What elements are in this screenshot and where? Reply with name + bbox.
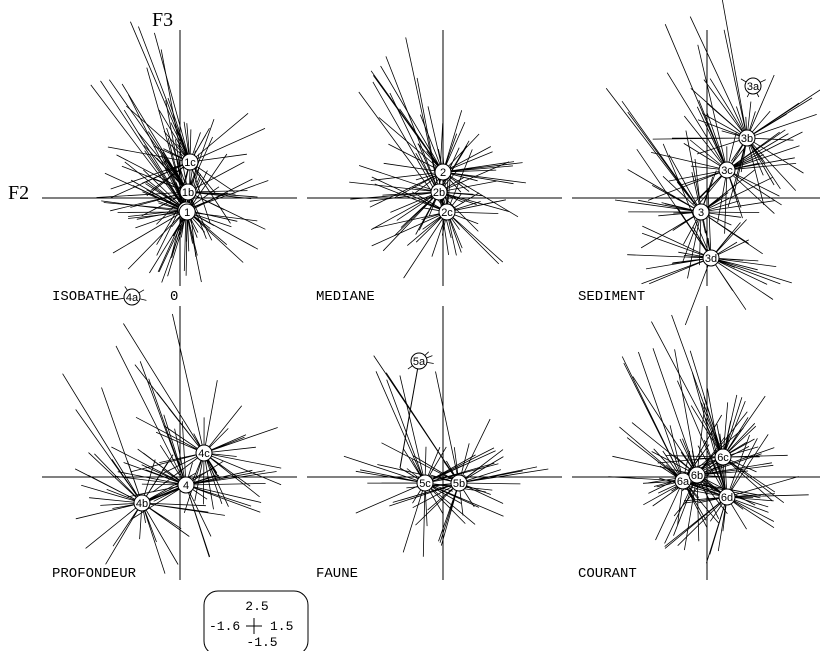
scale-right-value: 1.5: [270, 619, 293, 634]
panel-1-star-1a: [100, 80, 269, 273]
point-4c: [195, 444, 213, 462]
point-1b: [179, 183, 197, 201]
panel-label-mediane: MEDIANE: [316, 289, 375, 305]
point-5c: [416, 474, 434, 492]
point-6c: [714, 448, 732, 466]
panel-label-extra: 0: [170, 289, 178, 305]
panel-2-star-2c: [358, 81, 506, 279]
point-label-6a: 6a: [677, 476, 690, 488]
point-label-5a: 5a: [413, 356, 426, 368]
panel-5-star-5b: [373, 355, 549, 546]
point-label-6c: 6c: [717, 452, 729, 464]
point-label-5b: 5b: [453, 478, 465, 490]
scale-left-value: -1.6: [209, 619, 240, 634]
point-label-6b: 6b: [691, 470, 703, 482]
point-5b: [450, 474, 468, 492]
point-6d: [718, 488, 736, 506]
scale-legend: 2.5 -1.6 1.5 -1.5: [203, 590, 309, 651]
point-label-3a: 3a: [747, 81, 760, 93]
panel-2-star-2b: [349, 37, 510, 255]
panel-6-star-6a: [608, 351, 769, 541]
point-3c: [718, 161, 736, 179]
nodes-layer: 1c1b1a122b2c3a3b3c33d4a4c44b5a5b5c6a6b6c…: [123, 77, 762, 512]
point-label-5c: 5c: [419, 478, 431, 490]
point-1: [178, 203, 196, 221]
x-axis-label: F2: [8, 182, 29, 204]
scale-bottom-value: -1.5: [246, 635, 277, 650]
point-3b: [738, 129, 756, 147]
point-3: [692, 203, 710, 221]
point-label-4a: 4a: [126, 292, 139, 304]
panel-3-star-3b: [652, 0, 820, 208]
panel-6-star-6d: [659, 372, 809, 564]
point-label-4b: 4b: [136, 498, 148, 510]
point-1c: [181, 153, 199, 171]
labels-layer: ISOBATHE 0 MEDIANE SEDIMENT PROFONDEUR FAUNE C…: [52, 289, 645, 582]
scale-top-value: 2.5: [245, 599, 268, 614]
point-4: [177, 476, 195, 494]
scale-legend-box: [203, 590, 309, 651]
panel-3-star-3c: [647, 24, 803, 234]
point-label-1b: 1b: [182, 187, 194, 199]
y-axis-label: F3: [152, 9, 173, 31]
panel-3-star-3: [605, 88, 775, 279]
faune-link: [399, 360, 420, 469]
panel-5-star-5c: [343, 371, 504, 557]
point-2: [434, 163, 452, 181]
point-6b: [688, 466, 706, 484]
point-label-4: 4: [183, 480, 189, 492]
point-2c: [438, 203, 456, 221]
point-3d: [702, 249, 720, 267]
point-label-2b: 2b: [433, 187, 445, 199]
point-label-3c: 3c: [721, 165, 733, 177]
rays-layer: [62, 0, 820, 574]
point-label-3d: 3d: [705, 253, 717, 265]
point-label-2c: 2c: [441, 207, 453, 219]
point-label-1: 1: [184, 207, 190, 219]
panel-4-star-4c: [123, 313, 282, 514]
panel-1-star-1: [90, 67, 258, 283]
panel-3-star-3d: [627, 130, 792, 326]
point-2b: [430, 183, 448, 201]
point-3a: [744, 77, 762, 95]
point-5a: [410, 352, 428, 370]
panel-label-isobathe: ISOBATHE: [52, 289, 119, 305]
panel-label-faune: FAUNE: [316, 566, 358, 582]
point-4b: [133, 494, 151, 512]
point-4a: [123, 288, 141, 306]
panel-label-courant: COURANT: [578, 566, 637, 582]
point-label-4c: 4c: [198, 448, 210, 460]
links-layer: [399, 360, 426, 484]
point-label-3b: 3b: [741, 133, 753, 145]
point-label-6d: 6d: [721, 492, 733, 504]
panel-4-star-4: [111, 345, 277, 558]
point-label-3: 3: [698, 207, 704, 219]
point-label-1c: 1c: [184, 157, 196, 169]
panel-4-star-4b: [62, 373, 225, 574]
point-label-2: 2: [440, 167, 446, 179]
panel-label-sediment: SEDIMENT: [578, 289, 645, 305]
panel-label-profondeur: PROFONDEUR: [52, 566, 137, 582]
